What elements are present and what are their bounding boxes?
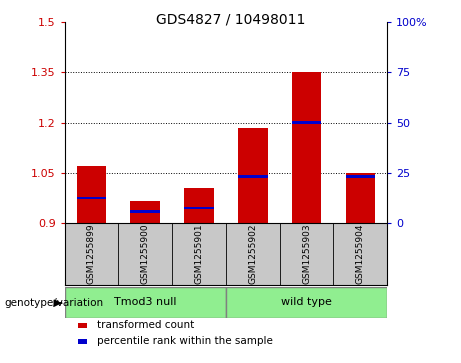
Bar	[184, 207, 214, 209]
Bar	[130, 210, 160, 213]
Bar	[292, 72, 321, 223]
Bar	[238, 175, 267, 178]
Text: GSM1255903: GSM1255903	[302, 224, 311, 285]
Text: transformed count: transformed count	[97, 320, 194, 330]
Text: genotype/variation: genotype/variation	[5, 298, 104, 308]
Bar	[238, 127, 267, 223]
Text: percentile rank within the sample: percentile rank within the sample	[97, 336, 273, 346]
Text: GSM1255902: GSM1255902	[248, 224, 257, 284]
Bar	[77, 197, 106, 199]
Bar	[184, 188, 214, 223]
Text: Tmod3 null: Tmod3 null	[114, 297, 177, 307]
Text: GSM1255900: GSM1255900	[141, 224, 150, 285]
Text: GSM1255899: GSM1255899	[87, 224, 96, 285]
Bar	[226, 287, 387, 318]
Text: GSM1255901: GSM1255901	[195, 224, 203, 285]
Bar	[346, 175, 375, 178]
Bar	[130, 201, 160, 223]
Text: GDS4827 / 10498011: GDS4827 / 10498011	[156, 13, 305, 27]
Bar	[77, 166, 106, 223]
Text: GSM1255904: GSM1255904	[356, 224, 365, 284]
Bar	[65, 287, 226, 318]
Bar	[346, 173, 375, 223]
Bar	[292, 121, 321, 124]
Text: wild type: wild type	[281, 297, 332, 307]
